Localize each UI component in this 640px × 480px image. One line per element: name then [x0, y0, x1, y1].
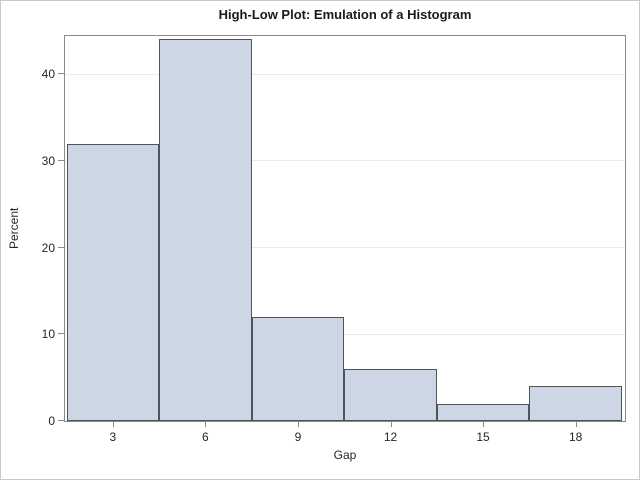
- gridline-y-30: [65, 160, 625, 162]
- plot-area: 0 10 20 30 40 3 6 9 12 15 18: [42, 35, 626, 444]
- x-tick: [483, 422, 485, 427]
- x-tick-label: 18: [568, 430, 583, 444]
- x-tick: [112, 422, 114, 427]
- bar: [529, 386, 622, 421]
- gridline-y-40: [65, 73, 625, 75]
- y-tick: [58, 246, 64, 248]
- y-tick: [58, 73, 64, 75]
- y-axis-title: Percent: [7, 207, 21, 250]
- y-tick-label: 20: [41, 240, 55, 255]
- y-tick-label: 40: [41, 67, 55, 82]
- y-tick: [58, 159, 64, 161]
- x-tick: [575, 422, 577, 427]
- y-tick: [58, 333, 64, 335]
- y-tick-label: 0: [48, 414, 55, 428]
- x-tick-label: 15: [476, 430, 490, 444]
- bar: [66, 143, 160, 421]
- y-tick-label: 30: [41, 153, 55, 168]
- y-tick-label: 10: [41, 327, 55, 342]
- x-tick-label: 3: [109, 430, 117, 444]
- bar: [159, 39, 252, 421]
- x-tick: [390, 422, 392, 427]
- y-tick: [58, 420, 64, 421]
- chart-title: High-Low Plot: Emulation of a Histogram: [218, 7, 472, 22]
- bar: [436, 403, 530, 421]
- x-tick-label: 6: [202, 430, 209, 444]
- bar: [344, 368, 437, 421]
- gridline-y-20: [65, 247, 625, 249]
- bar: [251, 316, 345, 421]
- x-tick: [297, 422, 299, 427]
- x-tick-label: 12: [383, 430, 398, 444]
- x-axis-title: Gap: [333, 448, 357, 462]
- gridline-y-10: [65, 333, 625, 335]
- x-tick-label: 9: [294, 430, 302, 444]
- x-tick: [205, 422, 207, 427]
